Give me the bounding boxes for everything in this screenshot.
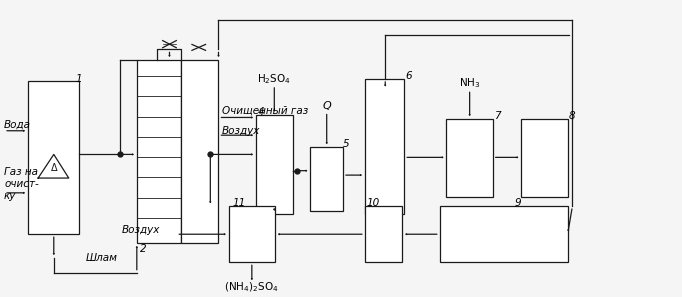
Text: 9: 9 bbox=[514, 198, 521, 208]
Text: Шлам: Шлам bbox=[86, 253, 118, 263]
Bar bbox=[365, 206, 402, 262]
Text: $\mathrm{NH_3}$: $\mathrm{NH_3}$ bbox=[459, 77, 481, 90]
Text: Вода: Вода bbox=[4, 120, 31, 130]
Text: 6: 6 bbox=[406, 71, 413, 81]
Bar bbox=[256, 115, 293, 214]
Bar bbox=[137, 60, 181, 243]
Bar bbox=[181, 60, 218, 243]
Text: Воздух: Воздух bbox=[222, 126, 261, 136]
Text: Воздух: Воздух bbox=[122, 225, 160, 235]
Text: 8: 8 bbox=[569, 111, 576, 121]
Text: $Q$: $Q$ bbox=[321, 99, 332, 112]
Bar bbox=[228, 206, 275, 262]
Text: $\mathrm{H_2SO_4}$: $\mathrm{H_2SO_4}$ bbox=[257, 72, 291, 86]
Text: Газ на
очист-
ку: Газ на очист- ку bbox=[4, 168, 39, 200]
Text: 1: 1 bbox=[76, 74, 83, 84]
Bar bbox=[28, 80, 79, 234]
Text: 5: 5 bbox=[342, 139, 349, 149]
Polygon shape bbox=[38, 154, 69, 178]
Text: 11: 11 bbox=[232, 198, 246, 208]
Text: Δ: Δ bbox=[50, 163, 57, 173]
Bar bbox=[365, 79, 404, 214]
Bar bbox=[521, 119, 567, 197]
Bar bbox=[447, 119, 493, 197]
Text: 4: 4 bbox=[258, 107, 265, 116]
Text: 2: 2 bbox=[140, 244, 147, 254]
Text: 10: 10 bbox=[367, 198, 380, 208]
Bar bbox=[310, 147, 343, 211]
Text: 7: 7 bbox=[494, 111, 501, 121]
Text: Очищенный газ: Очищенный газ bbox=[222, 105, 308, 115]
Text: $\mathrm{(NH_4)_2SO_4}$: $\mathrm{(NH_4)_2SO_4}$ bbox=[224, 281, 279, 294]
Bar bbox=[440, 206, 567, 262]
